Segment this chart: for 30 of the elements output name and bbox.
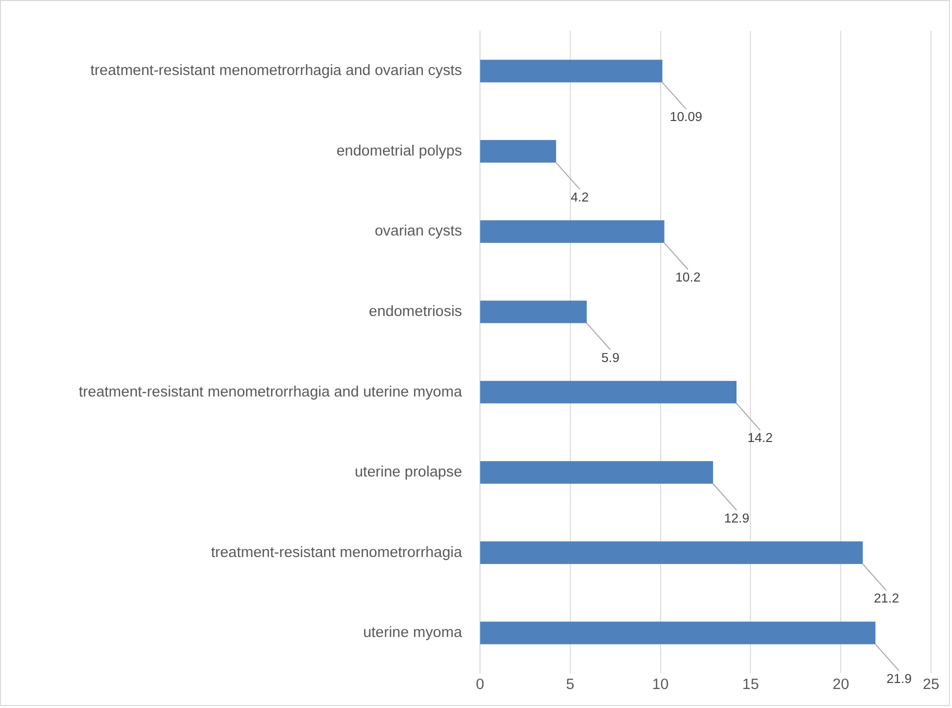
y-tick-label: treatment-resistant menometrorrhagia and uterine myoma xyxy=(78,383,463,400)
data-label: 10.09 xyxy=(670,108,702,124)
x-tick-label: 20 xyxy=(832,676,850,694)
data-label: 14.2 xyxy=(748,430,773,446)
y-tick-label: ovarian cysts xyxy=(374,222,462,240)
y-tick-label: uterine myoma xyxy=(363,624,463,642)
data-label: 21.2 xyxy=(874,590,900,606)
y-tick-label: uterine prolapse xyxy=(354,464,462,481)
data-label: 5.9 xyxy=(601,350,620,365)
bar xyxy=(480,300,587,324)
x-tick-label: 25 xyxy=(922,676,940,694)
y-tick-label: endometrial polyps xyxy=(336,142,462,160)
bar xyxy=(480,220,664,243)
data-label: 21.9 xyxy=(886,670,912,686)
bar xyxy=(480,380,737,404)
bar xyxy=(480,60,662,82)
x-tick-label: 15 xyxy=(742,676,759,694)
y-tick-label: treatment-resistant menometrorrhagia xyxy=(210,544,463,561)
data-label: 10.2 xyxy=(675,270,701,285)
y-tick-label: treatment-resistant menometrorrhagia and ovarian cysts xyxy=(90,62,462,80)
x-tick-label: 5 xyxy=(566,676,574,694)
bar xyxy=(480,140,556,163)
x-tick-label: 0 xyxy=(476,676,484,694)
bar xyxy=(480,622,876,644)
y-tick-label: endometriosis xyxy=(368,303,462,320)
data-label: 12.9 xyxy=(724,510,750,526)
bar xyxy=(480,541,863,564)
data-label: 4.2 xyxy=(570,189,589,204)
x-tick-label: 10 xyxy=(652,676,669,694)
bar xyxy=(480,461,714,484)
